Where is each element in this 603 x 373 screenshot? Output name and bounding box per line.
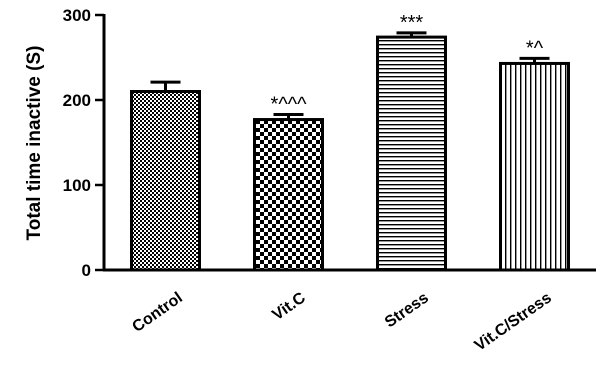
x-tick-label: Stress: [382, 289, 432, 331]
y-axis-title: Total time inactive (S): [24, 46, 45, 241]
y-tick-label: 300: [63, 6, 91, 25]
bar-control: [131, 91, 200, 270]
x-tick-label: Vit.C: [269, 289, 309, 324]
x-axis-labels: Control Vit.C Stress Vit.C/Stress: [129, 289, 554, 355]
y-axis-ticks: 0 100 200 300: [63, 6, 104, 280]
significance-label: ***: [400, 12, 424, 34]
y-tick-label: 100: [63, 176, 91, 195]
significance-label: *^^^: [271, 93, 308, 115]
x-tick-label: Vit.C/Stress: [472, 289, 555, 354]
bar-vit-c-stress: [500, 63, 569, 271]
y-tick-label: 200: [63, 91, 91, 110]
x-tick-label: Control: [129, 289, 185, 336]
bar-stress: [377, 37, 446, 270]
bars: *^^^ *** *^: [130, 12, 570, 272]
y-tick-label: 0: [82, 261, 91, 280]
bar-vit-c: [254, 119, 323, 270]
significance-label: *^: [526, 37, 544, 59]
